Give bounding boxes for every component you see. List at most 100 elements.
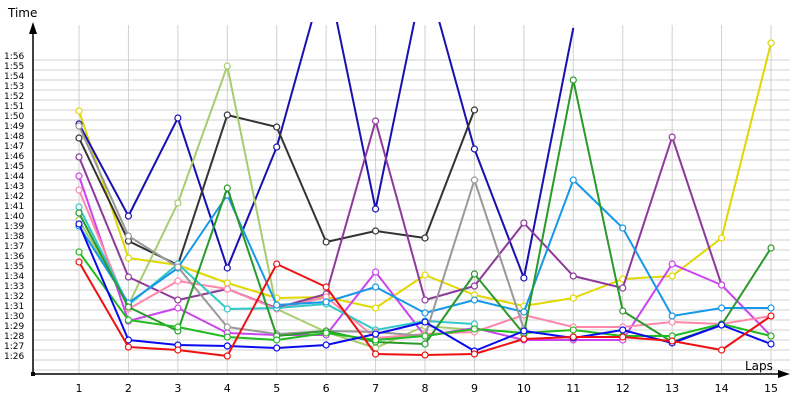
- data-point: [470, 282, 479, 290]
- y-tick-label: 1:54: [4, 72, 24, 82]
- data-point: [470, 106, 479, 114]
- data-point: [668, 133, 676, 141]
- y-tick-label: 1:52: [4, 92, 24, 102]
- data-point: [767, 244, 775, 252]
- data-point: [421, 318, 429, 326]
- data-point: [421, 296, 429, 304]
- data-point: [124, 343, 133, 351]
- data-point: [421, 332, 429, 340]
- data-point: [174, 277, 182, 285]
- y-tick-label: 1:26: [4, 352, 24, 362]
- y-tick-label: 1:48: [4, 132, 24, 142]
- data-point: [520, 335, 528, 343]
- data-point: [371, 117, 380, 125]
- x-tick-label: 14: [715, 382, 729, 395]
- data-point: [75, 107, 83, 115]
- data-point: [322, 238, 330, 246]
- data-point: [470, 325, 479, 333]
- data-point: [124, 212, 133, 220]
- data-point: [668, 318, 676, 326]
- data-point: [322, 298, 330, 306]
- data-point: [371, 336, 380, 344]
- data-point: [767, 332, 775, 340]
- data-point: [569, 176, 577, 184]
- data-point: [223, 62, 231, 70]
- y-tick-label: 1:36: [4, 252, 24, 262]
- data-point: [322, 283, 330, 291]
- data-point: [371, 304, 380, 312]
- data-point: [174, 346, 182, 354]
- data-point: [273, 143, 281, 151]
- data-point: [223, 264, 231, 272]
- data-point: [619, 284, 627, 292]
- data-point: [717, 281, 726, 289]
- series-red: [75, 258, 775, 360]
- data-point: [371, 283, 380, 291]
- data-point: [421, 340, 429, 348]
- y-tick-label: 1:33: [4, 282, 24, 292]
- data-point: [421, 309, 429, 317]
- x-axis-tick-labels: 1 2 3 4 5 6 7 8 9 10 11 12 13 14 15: [76, 382, 779, 395]
- data-point: [124, 303, 133, 311]
- series-lines: [75, 22, 775, 360]
- data-point: [223, 184, 231, 192]
- y-axis-title: Time: [7, 6, 37, 20]
- data-point: [273, 344, 281, 352]
- data-point: [717, 234, 726, 242]
- series-yellow: [75, 39, 775, 312]
- y-tick-label: 1:38: [4, 232, 24, 242]
- data-point: [75, 172, 83, 180]
- x-tick-label: 12: [616, 382, 630, 395]
- x-axis-arrow-icon: [778, 370, 790, 378]
- data-point: [569, 76, 577, 84]
- data-point: [717, 346, 726, 354]
- data-point: [223, 352, 231, 360]
- y-tick-label: 1:50: [4, 112, 24, 122]
- data-point: [75, 186, 83, 194]
- x-tick-label: 9: [471, 382, 478, 395]
- data-point: [223, 111, 231, 119]
- y-tick-label: 1:40: [4, 212, 24, 222]
- data-point: [273, 301, 281, 309]
- data-point: [520, 327, 528, 335]
- y-tick-label: 1:30: [4, 312, 24, 322]
- data-point: [470, 176, 479, 184]
- y-tick-label: 1:46: [4, 152, 24, 162]
- data-point: [75, 258, 83, 266]
- data-point: [520, 274, 528, 282]
- x-tick-label: 8: [422, 382, 429, 395]
- data-point: [619, 224, 627, 232]
- x-tick-label: 4: [224, 382, 231, 395]
- data-point: [569, 326, 577, 334]
- origin-marker: [31, 372, 35, 376]
- y-tick-label: 1:43: [4, 182, 24, 192]
- y-tick-label: 1:51: [4, 102, 24, 112]
- y-tick-label: 1:49: [4, 122, 24, 132]
- data-point: [174, 199, 182, 207]
- data-point: [470, 350, 479, 358]
- y-tick-label: 1:37: [4, 242, 24, 252]
- y-tick-label: 1:39: [4, 222, 24, 232]
- data-point: [223, 285, 231, 293]
- y-tick-label: 1:41: [4, 202, 24, 212]
- data-point: [470, 145, 479, 153]
- data-point: [717, 304, 726, 312]
- data-point: [75, 220, 83, 228]
- y-tick-label: 1:28: [4, 332, 24, 342]
- x-tick-label: 5: [273, 382, 280, 395]
- data-point: [619, 333, 627, 341]
- data-point: [421, 271, 429, 279]
- data-point: [569, 333, 577, 341]
- y-tick-label: 1:34: [4, 272, 24, 282]
- data-point: [520, 219, 528, 227]
- data-point: [273, 123, 281, 131]
- x-tick-label: 7: [372, 382, 379, 395]
- data-point: [371, 268, 380, 276]
- data-point: [371, 205, 380, 213]
- x-tick-label: 10: [517, 382, 531, 395]
- y-tick-label: 1:42: [4, 192, 24, 202]
- data-point: [273, 260, 281, 268]
- x-tick-label: 13: [665, 382, 679, 395]
- data-point: [223, 323, 231, 331]
